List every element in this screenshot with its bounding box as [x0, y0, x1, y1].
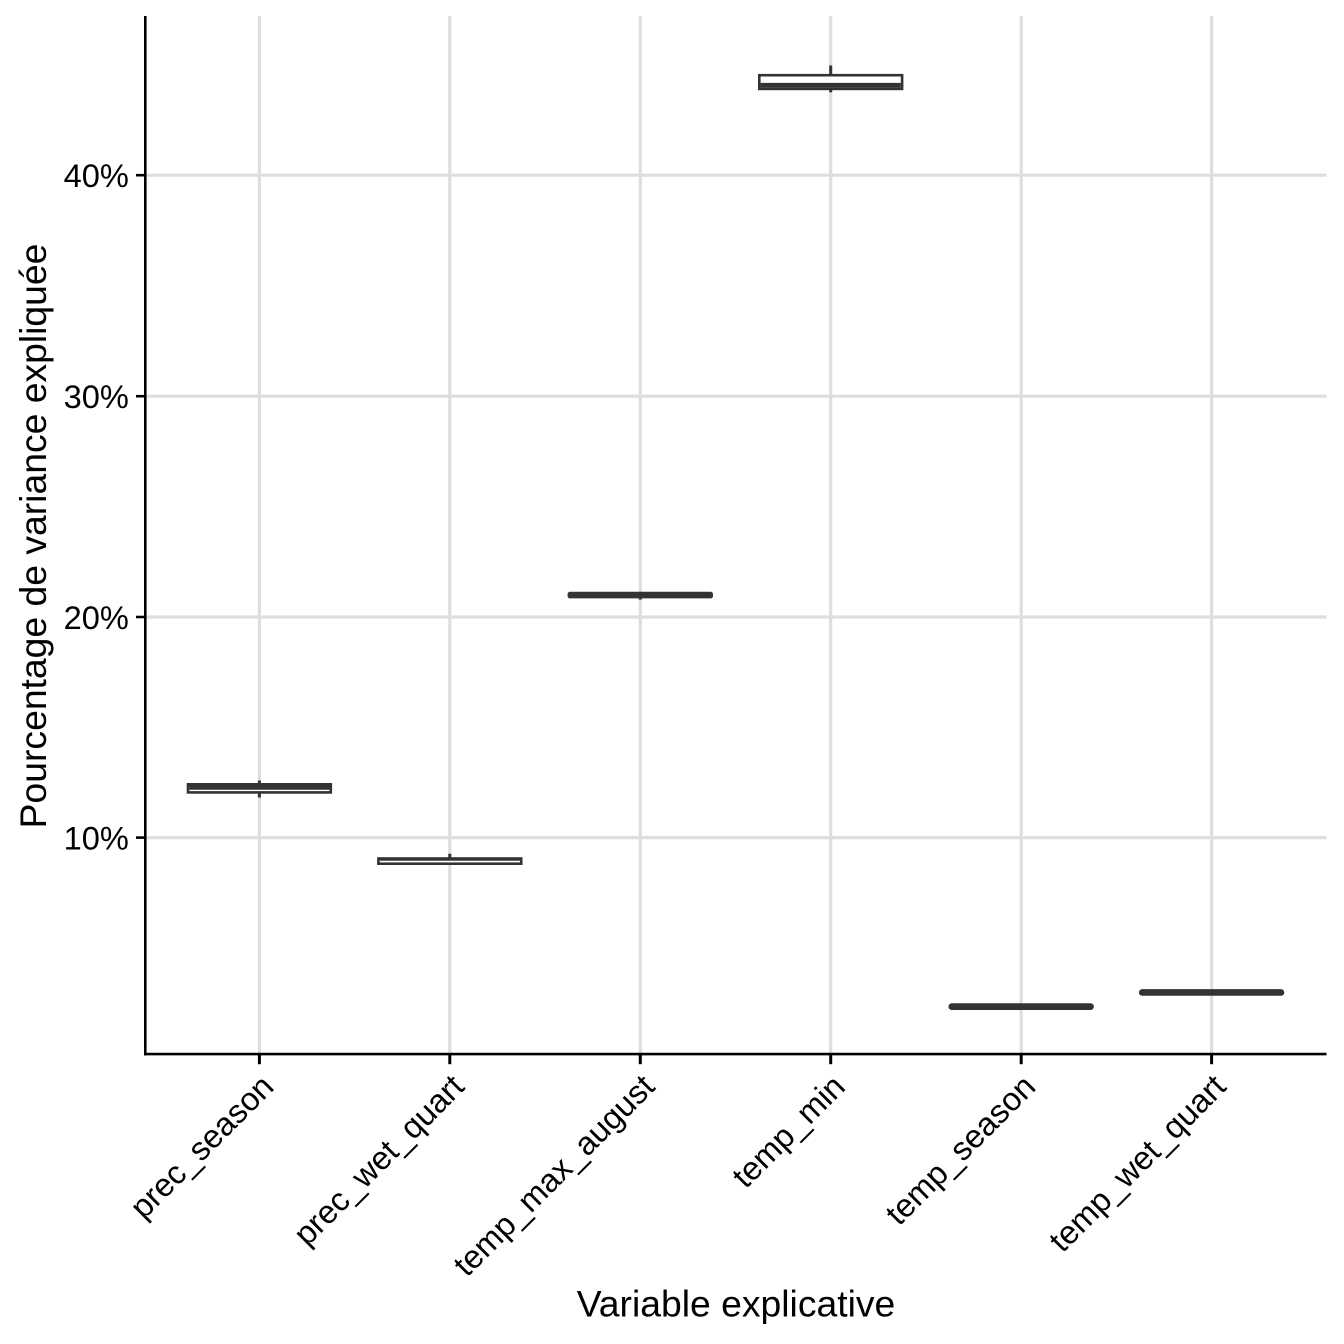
- svg-text:temp_min: temp_min: [724, 1067, 851, 1194]
- svg-text:Variable explicative: Variable explicative: [577, 1283, 896, 1325]
- svg-text:20%: 20%: [64, 599, 129, 636]
- svg-text:30%: 30%: [64, 378, 129, 415]
- svg-text:10%: 10%: [64, 819, 129, 856]
- svg-text:Pourcentage de variance expliq: Pourcentage de variance expliquée: [12, 244, 54, 829]
- svg-text:temp_max_august: temp_max_august: [446, 1067, 662, 1283]
- svg-text:prec_wet_quart: prec_wet_quart: [286, 1067, 471, 1252]
- svg-text:temp_season: temp_season: [878, 1067, 1042, 1231]
- svg-text:temp_wet_quart: temp_wet_quart: [1041, 1067, 1232, 1258]
- svg-text:40%: 40%: [64, 157, 129, 194]
- svg-text:prec_season: prec_season: [122, 1067, 280, 1225]
